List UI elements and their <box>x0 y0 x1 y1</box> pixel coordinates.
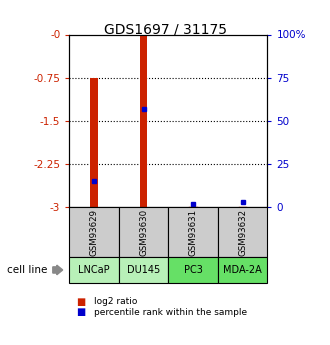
Text: GSM93631: GSM93631 <box>188 208 198 256</box>
Text: MDA-2A: MDA-2A <box>223 265 262 275</box>
Text: log2 ratio: log2 ratio <box>94 297 137 306</box>
Bar <box>90 78 98 207</box>
Text: DU145: DU145 <box>127 265 160 275</box>
Text: LNCaP: LNCaP <box>78 265 110 275</box>
Text: GSM93630: GSM93630 <box>139 208 148 256</box>
Text: GDS1697 / 31175: GDS1697 / 31175 <box>104 22 226 37</box>
Text: PC3: PC3 <box>183 265 203 275</box>
Text: GSM93629: GSM93629 <box>89 208 99 256</box>
Bar <box>140 34 147 207</box>
Text: ■: ■ <box>76 307 85 317</box>
Text: ■: ■ <box>76 297 85 307</box>
Text: cell line: cell line <box>7 265 47 275</box>
Text: percentile rank within the sample: percentile rank within the sample <box>94 308 247 317</box>
Text: GSM93632: GSM93632 <box>238 208 247 256</box>
